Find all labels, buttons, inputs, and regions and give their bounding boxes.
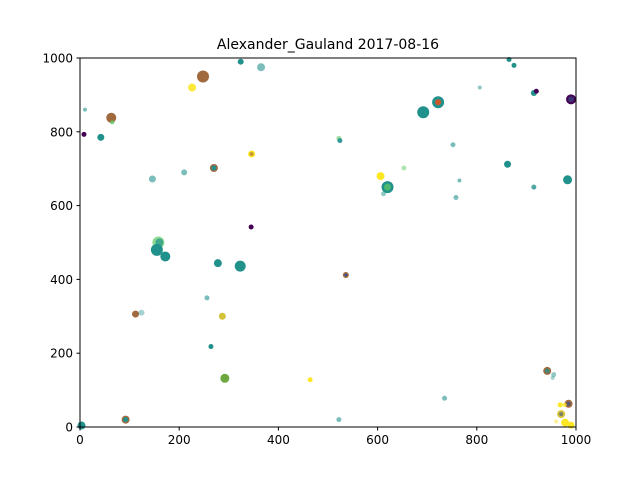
x-axis: 0 200 400 600 800 1000 [76, 427, 591, 447]
data-point [307, 377, 313, 383]
data-point [160, 251, 171, 262]
data-point [77, 421, 86, 430]
x-tick-label: 1000 [561, 433, 592, 447]
data-point [531, 184, 537, 190]
y-tick-label: 1000 [42, 52, 73, 66]
data-point [401, 165, 407, 171]
data-point [181, 169, 188, 176]
data-point [234, 260, 246, 272]
data-point [337, 138, 343, 144]
data-point [218, 312, 226, 320]
data-point [551, 372, 557, 378]
data-point [450, 142, 456, 148]
data-point [204, 295, 210, 301]
data-point [81, 131, 87, 137]
data-point [150, 243, 163, 256]
data-point [132, 310, 140, 318]
data-point [511, 62, 517, 68]
x-tick-label: 600 [366, 433, 389, 447]
data-point [533, 88, 539, 94]
data-point [417, 106, 430, 119]
x-tick-label: 800 [465, 433, 488, 447]
x-tick-label: 400 [267, 433, 290, 447]
data-point [106, 112, 117, 123]
data-point [376, 172, 385, 181]
data-point [544, 368, 550, 374]
data-point [435, 99, 442, 106]
data-point [381, 191, 387, 197]
plot-frame [79, 57, 577, 428]
y-axis: 0 200 400 600 800 1000 [42, 52, 80, 435]
data-point [566, 401, 571, 406]
chart-title: Alexander_Gauland 2017-08-16 [217, 37, 439, 53]
data-point [336, 417, 342, 423]
data-point [82, 107, 87, 112]
data-point [557, 402, 563, 408]
y-tick-label: 200 [50, 347, 73, 361]
data-point [442, 395, 448, 401]
data-point [211, 165, 217, 171]
data-point [208, 344, 214, 350]
data-point [148, 175, 156, 183]
data-point [123, 417, 129, 423]
data-point [568, 96, 575, 103]
x-tick-label: 0 [76, 433, 84, 447]
data-point [562, 402, 567, 407]
data-point [237, 58, 244, 65]
data-point [561, 418, 570, 427]
data-point [567, 421, 575, 429]
data-point [457, 178, 462, 183]
y-tick-label: 0 [65, 421, 73, 435]
y-tick-label: 600 [50, 199, 73, 213]
data-point [249, 151, 254, 156]
data-point [257, 63, 266, 72]
data-point [138, 309, 145, 316]
y-tick-label: 800 [50, 125, 73, 139]
data-point [197, 70, 210, 83]
data-point [188, 83, 197, 92]
data-point [384, 183, 392, 191]
data-point [344, 273, 348, 277]
data-point [220, 373, 230, 383]
y-tick-label: 400 [50, 273, 73, 287]
data-point [213, 259, 222, 268]
data-point [550, 375, 555, 380]
data-point [477, 85, 482, 90]
data-point [559, 412, 564, 417]
data-point [97, 133, 105, 141]
data-point [453, 194, 459, 200]
data-point [110, 120, 115, 125]
data-point [504, 160, 512, 168]
x-tick-label: 200 [168, 433, 191, 447]
data-point [248, 224, 254, 230]
data-point [554, 419, 559, 424]
data-point [563, 175, 573, 185]
